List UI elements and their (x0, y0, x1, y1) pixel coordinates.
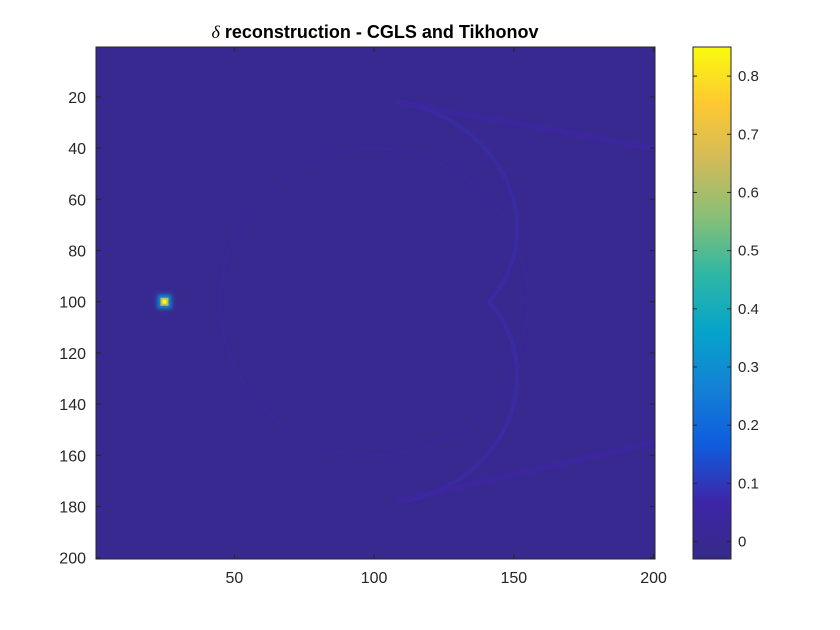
colorbar-tick-label: 0.7 (738, 126, 759, 143)
y-axis: 20 40 60 80 100 120 140 160 180 200 (59, 90, 655, 568)
colorbar-tick-label: 0.2 (738, 417, 759, 434)
x-axis: 50 100 150 200 (225, 47, 667, 587)
upper-arc (401, 100, 519, 303)
colorbar-tick-label: 0.1 (738, 475, 759, 492)
colorbar-tick-label: 0.5 (738, 243, 759, 260)
y-tick-label: 20 (68, 90, 86, 107)
x-tick-label: 50 (225, 570, 243, 587)
title-text: reconstruction - CGLS and Tikhonov (225, 22, 539, 42)
colorbar-frame (692, 46, 732, 560)
y-tick-label: 60 (68, 192, 86, 209)
colorbar-ticks: 0 0.1 0.2 0.3 0.4 0.5 0.6 0.7 0.8 (693, 68, 759, 551)
colorbar-tick-label: 0 (738, 534, 746, 551)
y-tick-label: 80 (68, 244, 86, 261)
x-tick-label: 100 (361, 570, 388, 587)
heatmap-area (96, 47, 655, 559)
lower-arc (401, 300, 519, 503)
colorbar-tick-label: 0.6 (738, 184, 759, 201)
y-tick-label: 140 (59, 397, 86, 414)
title-symbol: δ (211, 22, 220, 42)
peak-core (162, 299, 167, 304)
y-tick-label: 100 (59, 295, 86, 312)
y-tick-label: 160 (59, 448, 86, 465)
heatmap-background (96, 47, 655, 559)
y-tick-label: 200 (59, 551, 86, 568)
colorbar: 0 0.1 0.2 0.3 0.4 0.5 0.6 0.7 0.8 (692, 46, 759, 560)
plot-frame (95, 46, 656, 560)
colorbar-tick-label: 0.3 (738, 359, 759, 376)
heatmap-features (164, 100, 655, 504)
colorbar-gradient (693, 47, 731, 559)
colorbar-tick-label: 0.4 (738, 301, 759, 318)
x-tick-label: 200 (640, 570, 667, 587)
upper-streak (396, 100, 654, 151)
colorbar-tick-label: 0.8 (738, 68, 759, 85)
chart-title: δ reconstruction - CGLS and Tikhonov (211, 22, 538, 42)
y-tick-label: 180 (59, 500, 86, 517)
y-tick-label: 120 (59, 346, 86, 363)
lower-streak (396, 440, 655, 504)
x-tick-label: 150 (501, 570, 528, 587)
heatmap-peak-layer (157, 294, 172, 309)
y-tick-label: 40 (68, 141, 86, 158)
